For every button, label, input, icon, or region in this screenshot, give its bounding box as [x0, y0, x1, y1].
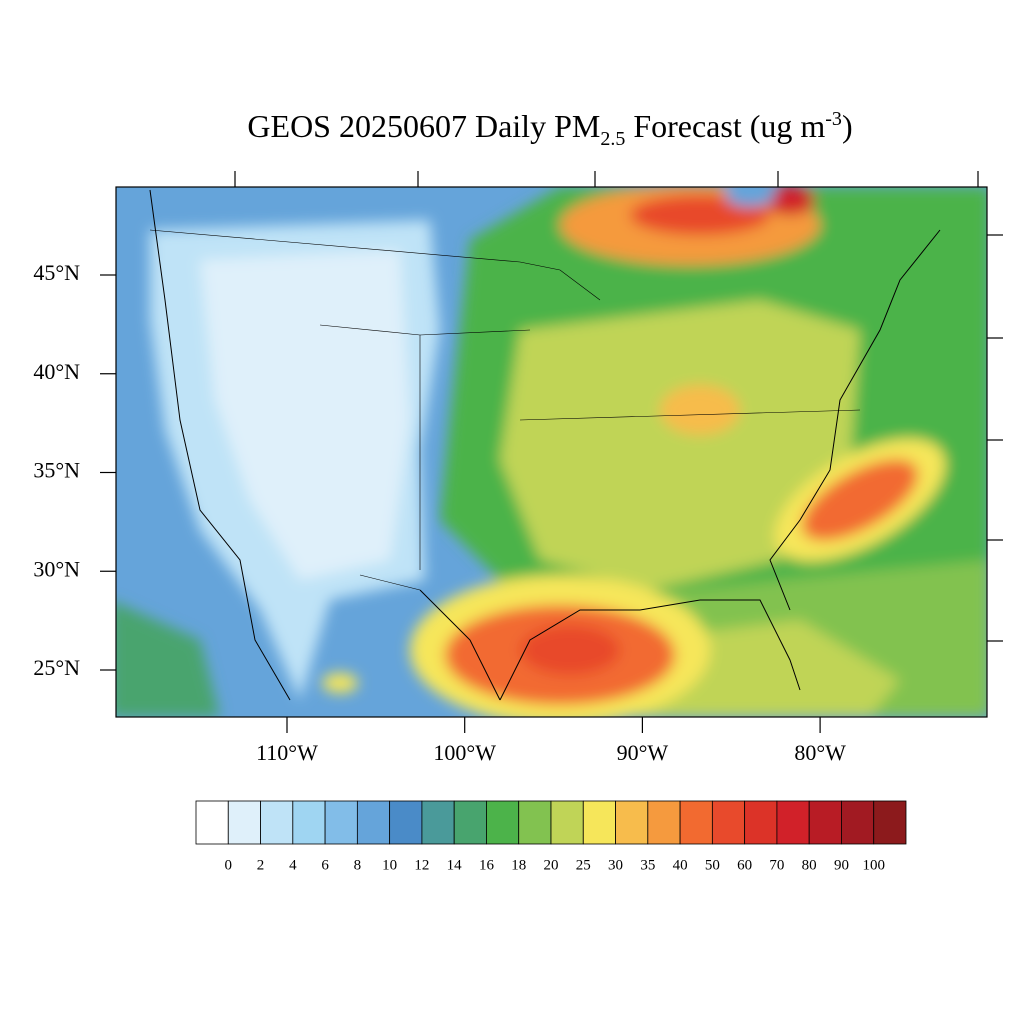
colorbar-box	[744, 800, 778, 845]
colorbar-box	[453, 800, 487, 845]
colorbar-label: 20	[544, 857, 559, 873]
colorbar-label: 25	[576, 857, 591, 873]
colorbar-label: 100	[862, 857, 885, 873]
colorbar-label: 35	[640, 857, 655, 873]
colorbar-label: 12	[414, 857, 429, 873]
lon-label: 90°W	[617, 740, 669, 765]
lon-label: 80°W	[794, 740, 846, 765]
colorbar-box	[647, 800, 681, 845]
pm25-field	[116, 187, 987, 717]
frame-ticks	[234, 171, 1003, 642]
lat-label: 40°N	[33, 359, 80, 384]
colorbar-box	[841, 800, 875, 845]
colorbar-box	[550, 800, 584, 845]
colorbar-box	[776, 800, 810, 845]
colorbar-label: 40	[673, 857, 688, 873]
colorbar-label: 4	[289, 857, 297, 873]
lon-label: 100°W	[433, 740, 496, 765]
lat-label: 25°N	[33, 655, 80, 680]
colorbar-box	[518, 800, 552, 845]
colorbar-box	[292, 800, 326, 845]
map-frame	[115, 186, 988, 718]
colorbar-label: 8	[354, 857, 362, 873]
colorbar-label: 50	[705, 857, 720, 873]
colorbar-box	[873, 800, 907, 845]
colorbar-box	[356, 800, 391, 845]
lon-label: 110°W	[256, 740, 318, 765]
lat-label: 35°N	[33, 458, 80, 483]
colorbar-box	[260, 800, 294, 845]
colorbar-box	[679, 800, 713, 845]
colorbar-label: 30	[608, 857, 623, 873]
colorbar-label: 6	[321, 857, 329, 873]
colorbar-box	[615, 800, 649, 845]
colorbar-box	[421, 800, 455, 845]
colorbar-label: 16	[479, 857, 495, 873]
colorbar-box	[711, 800, 746, 845]
colorbar-label: 0	[225, 857, 233, 873]
colorbar-box	[582, 800, 616, 845]
colorbar-box	[324, 800, 358, 845]
lat-label: 45°N	[33, 260, 80, 285]
lat-label: 30°N	[33, 556, 80, 581]
colorbar-label: 14	[447, 857, 463, 873]
colorbar-label: 18	[511, 857, 526, 873]
colorbar-box	[808, 800, 842, 845]
colorbar-label: 10	[382, 857, 397, 873]
colorbar-label: 60	[737, 857, 752, 873]
colorbar-label: 2	[257, 857, 265, 873]
colorbar-box	[227, 800, 261, 845]
colorbar-box	[486, 800, 520, 845]
colorbar-label: 80	[802, 857, 817, 873]
colorbar-box	[195, 800, 229, 845]
colorbar-label: 90	[834, 857, 849, 873]
colorbar-box	[389, 800, 423, 845]
title: GEOS 20250607 Daily PM2.5 Forecast (ug m…	[247, 108, 852, 150]
colorbar-label: 70	[769, 857, 784, 873]
